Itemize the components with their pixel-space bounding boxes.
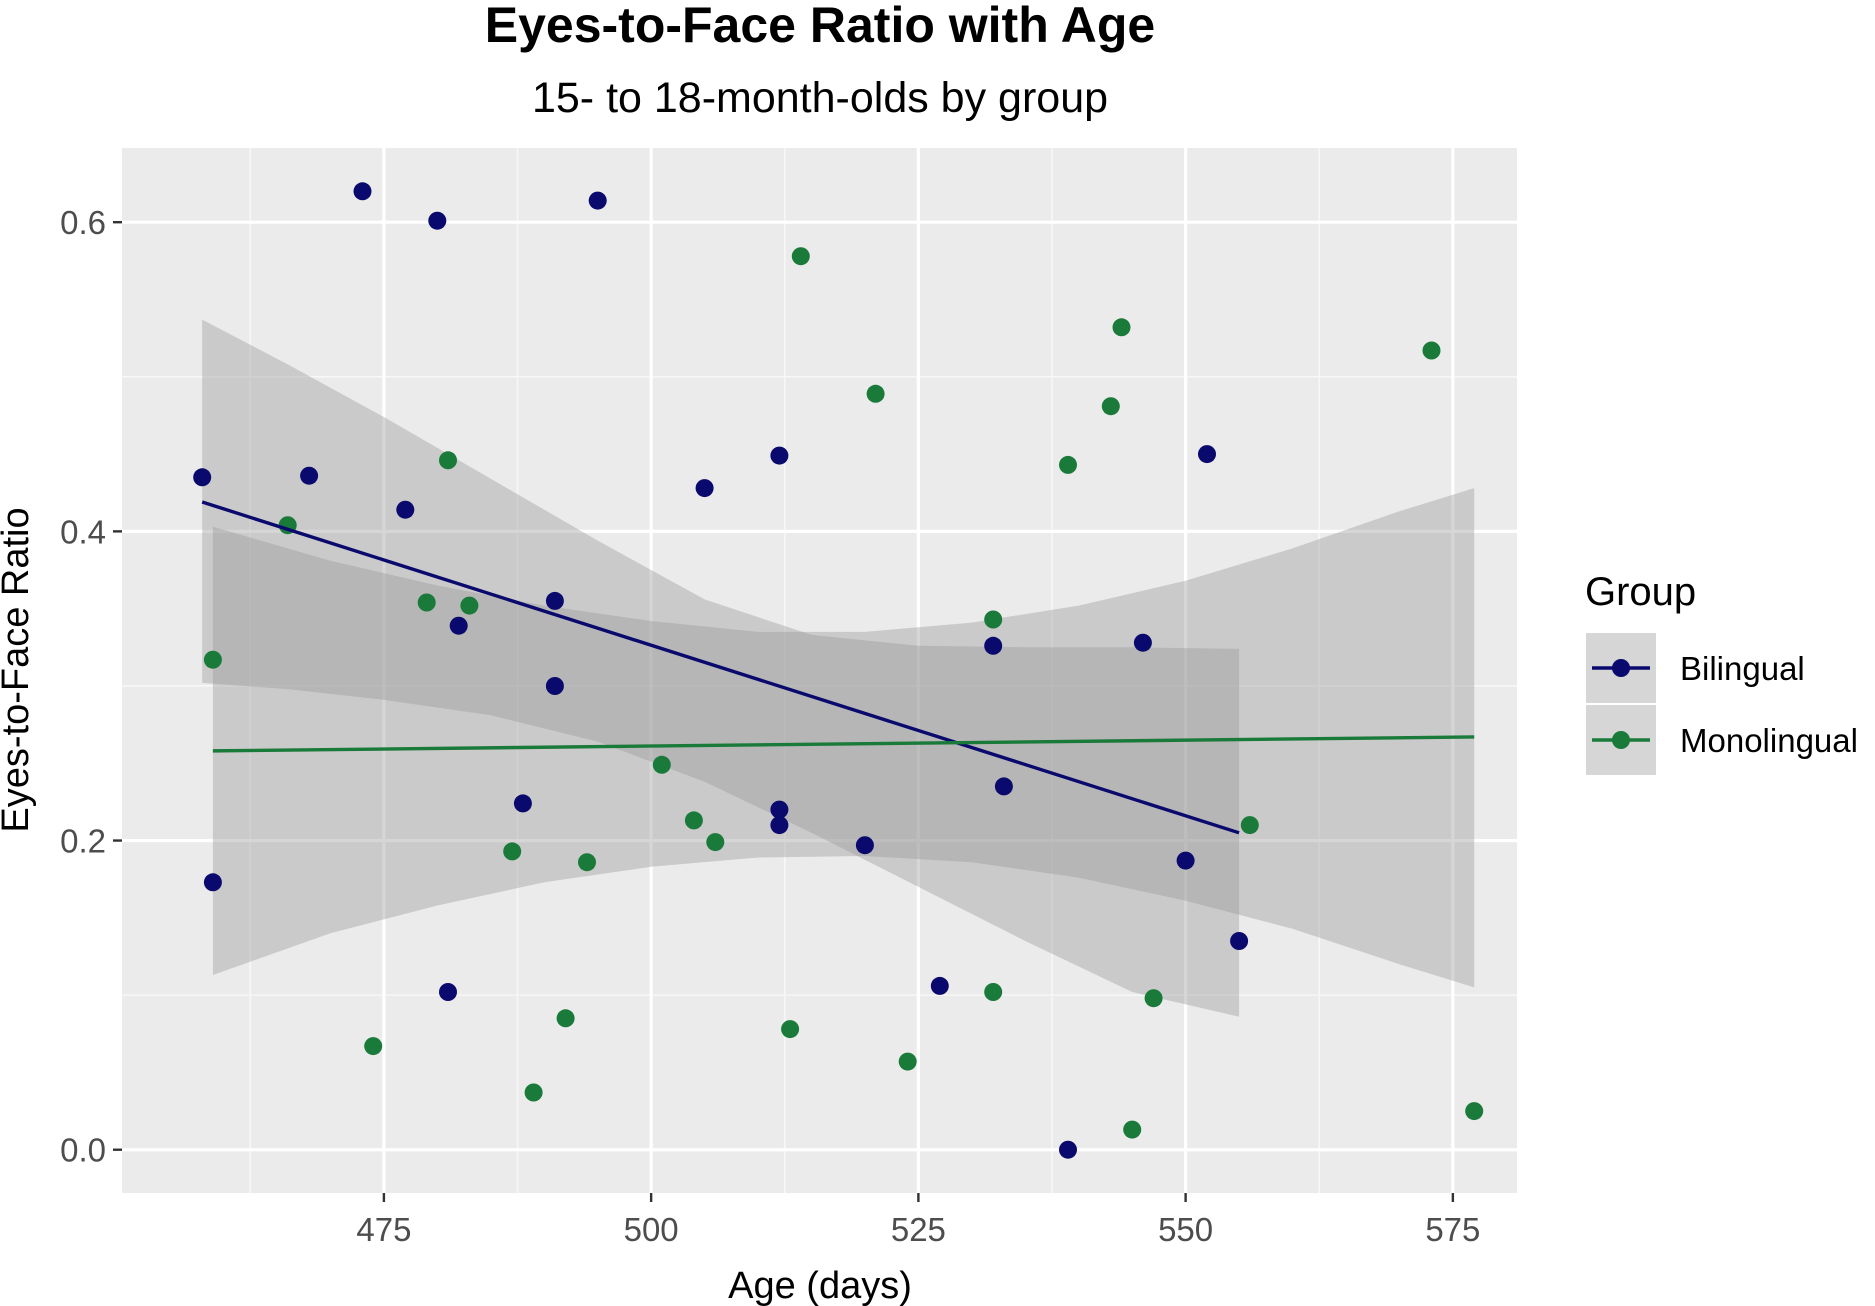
x-tick-label: 525 [891, 1211, 946, 1248]
legend-label-monolingual: Monolingual [1680, 722, 1858, 759]
point-bilingual [994, 777, 1013, 796]
point-monolingual [866, 384, 885, 403]
y-tick-label: 0.6 [60, 204, 106, 241]
legend: Group Bilingual Monolingual [1584, 570, 1858, 777]
point-bilingual [855, 836, 874, 855]
point-bilingual [300, 466, 319, 485]
y-tick-label: 0.0 [60, 1132, 106, 1169]
point-bilingual [930, 976, 949, 995]
x-axis-title: Age (days) [728, 1265, 912, 1306]
point-bilingual [545, 591, 564, 610]
grid-major [122, 148, 1517, 1193]
point-monolingual [791, 247, 810, 266]
legend-items: Bilingual Monolingual [1584, 631, 1858, 777]
point-monolingual [781, 1020, 800, 1039]
point-bilingual [770, 800, 789, 819]
chart-subtitle: 15- to 18-month-olds by group [532, 74, 1108, 122]
point-monolingual [460, 596, 479, 615]
x-axis-ticks: 475 500 525 550 575 [356, 1193, 1480, 1248]
trend-line-bilingual [201, 500, 1240, 835]
point-bilingual [1133, 633, 1152, 652]
point-bilingual [513, 794, 532, 813]
point-monolingual [439, 451, 457, 470]
point-monolingual [364, 1037, 383, 1056]
legend-key-point [1612, 659, 1630, 677]
legend-title: Group [1585, 570, 1696, 614]
chart-title: Eyes-to-Face Ratio with Age [485, 0, 1155, 53]
point-bilingual [353, 182, 372, 201]
point-bilingual [770, 816, 789, 835]
point-monolingual [1101, 397, 1120, 416]
x-tick-label: 500 [624, 1211, 679, 1248]
point-bilingual [203, 873, 222, 892]
point-bilingual [396, 500, 415, 519]
point-monolingual [1123, 1120, 1142, 1139]
x-tick-label: 475 [356, 1211, 411, 1248]
point-bilingual [193, 468, 212, 487]
point-monolingual [652, 755, 671, 774]
trend-lines [201, 500, 1475, 835]
grid-minor [122, 148, 1517, 1193]
plot-panel [122, 148, 1517, 1193]
point-monolingual [684, 811, 703, 830]
point-monolingual [706, 833, 725, 852]
point-bilingual [588, 191, 607, 210]
x-tick-label: 575 [1425, 1211, 1480, 1248]
point-monolingual [203, 650, 222, 669]
point-monolingual [1144, 989, 1163, 1008]
ribbon-monolingual [212, 488, 1475, 988]
point-bilingual [1230, 932, 1249, 950]
point-monolingual [984, 610, 1003, 629]
y-tick-label: 0.2 [60, 823, 106, 860]
point-monolingual [1422, 341, 1441, 360]
data-points [193, 182, 1484, 1159]
point-monolingual [1240, 816, 1259, 835]
point-monolingual [1465, 1102, 1484, 1121]
point-monolingual [898, 1052, 917, 1071]
point-bilingual [770, 446, 789, 465]
point-bilingual [984, 636, 1003, 655]
point-bilingual [449, 616, 468, 635]
point-monolingual [556, 1009, 575, 1028]
y-axis-title: Eyes-to-Face Ratio [0, 507, 37, 832]
y-axis-ticks: 0.0 0.2 0.4 0.6 [60, 204, 122, 1169]
y-tick-label: 0.4 [60, 513, 106, 550]
trend-line-monolingual [212, 735, 1475, 753]
point-bilingual [439, 983, 457, 1001]
x-tick-label: 550 [1158, 1211, 1213, 1248]
legend-label-bilingual: Bilingual [1680, 650, 1805, 687]
point-bilingual [545, 677, 564, 695]
point-monolingual [524, 1083, 543, 1102]
point-bilingual [1176, 851, 1195, 870]
point-bilingual [1059, 1140, 1077, 1159]
point-monolingual [417, 593, 436, 612]
legend-key-point [1612, 731, 1630, 749]
point-monolingual [1112, 318, 1131, 337]
point-bilingual [695, 479, 714, 498]
point-monolingual [1059, 455, 1077, 474]
point-monolingual [578, 853, 596, 872]
point-bilingual [1198, 445, 1216, 464]
point-monolingual [984, 983, 1003, 1001]
point-bilingual [428, 211, 447, 230]
point-monolingual [503, 842, 522, 861]
